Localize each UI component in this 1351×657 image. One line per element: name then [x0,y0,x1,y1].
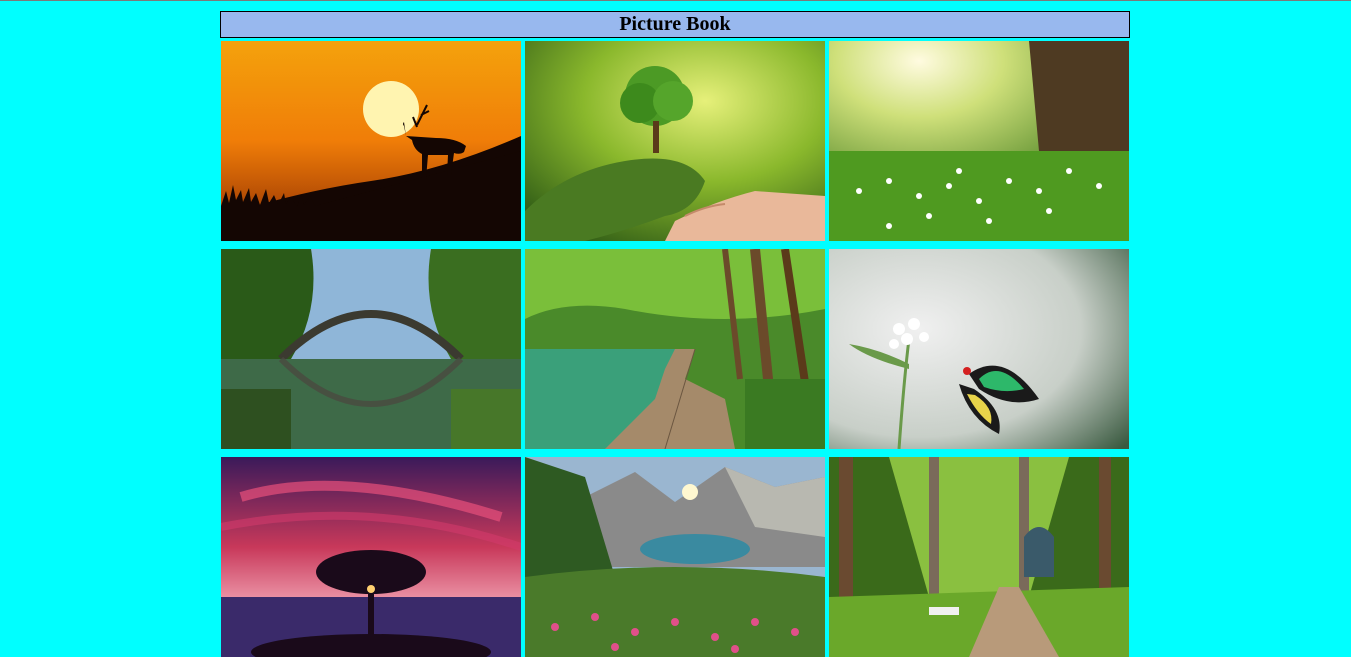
gallery-image-sunlit-meadow-flowers[interactable] [829,41,1129,241]
gallery-image-butterfly-on-flower[interactable] [829,249,1129,449]
gallery-image-lone-tree-red-sky[interactable] [221,457,521,657]
window-top-border [0,0,1351,1]
gallery-image-wooden-boardwalk-lake[interactable] [525,249,825,449]
gallery-image-park-path-trees[interactable] [829,457,1129,657]
park-path-image [829,457,1129,657]
gallery-image-mountain-lake-valley[interactable] [525,457,825,657]
gallery-image-arched-bridge-reflection[interactable] [221,249,521,449]
deer-silhouette-image [221,41,521,241]
bridge-image [221,249,521,449]
image-gallery [220,41,1130,657]
picture-book: Picture Book [220,11,1130,657]
mountain-lake-image [525,457,825,657]
tree-in-hand-image [525,41,825,241]
page-title: Picture Book [220,11,1130,38]
butterfly-image [829,249,1129,449]
lone-tree-image [221,457,521,657]
boardwalk-image [525,249,825,449]
gallery-image-tree-in-mossy-hand[interactable] [525,41,825,241]
gallery-image-deer-silhouette-sunset[interactable] [221,41,521,241]
meadow-image [829,41,1129,241]
